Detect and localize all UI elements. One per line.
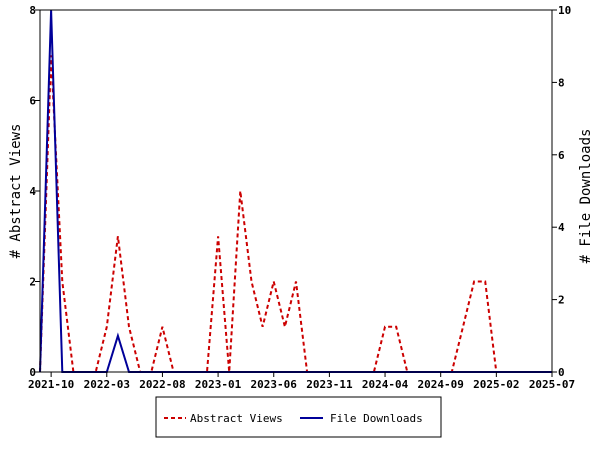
legend-box [155,396,442,438]
right-axis-tick-label: 6 [558,149,565,162]
series-line-abstract-views [39,55,552,373]
x-axis-tick-label: 2023-11 [306,378,353,391]
series-layer [39,9,552,373]
right-axis-tick-label: 10 [558,4,571,17]
left-axis-title: # Abstract Views [8,124,24,259]
x-axis-tick-label: 2025-02 [473,378,519,391]
axis-ticks [35,9,557,377]
x-axis-tick-label: 2023-01 [195,378,242,391]
right-axis-title: # File Downloads [578,129,594,264]
left-axis-tick-label: 8 [29,4,36,17]
right-axis-tick-label: 2 [558,294,565,307]
left-axis-tick-label: 6 [29,95,36,108]
left-axis-tick-label: 2 [29,276,36,289]
right-axis-tick-label: 8 [558,76,565,89]
x-axis-tick-label: 2024-09 [418,378,464,391]
left-axis-tick-labels: 0 2 4 6 8 [29,4,36,379]
x-axis-tick-label: 2024-04 [362,378,409,391]
legend-label-abstract-views: Abstract Views [190,412,283,425]
right-axis-tick-label: 0 [558,366,565,379]
x-axis-tick-label: 2022-08 [139,378,185,391]
x-axis-tick-label: 2025-07 [529,378,575,391]
plot-area-border [39,9,553,373]
right-axis-tick-labels: 0 2 4 6 8 10 [558,4,571,379]
x-axis-tick-labels: 2021-10 2022-03 2022-08 2023-01 2023-06 2023-… [28,378,575,391]
left-axis-tick-label: 0 [29,366,36,379]
x-axis-tick-label: 2021-10 [28,378,74,391]
x-axis-tick-label: 2023-06 [251,378,298,391]
legend-label-file-downloads: File Downloads [330,412,423,425]
right-axis-tick-label: 4 [558,221,565,234]
x-axis-tick-label: 2022-03 [84,378,130,391]
series-line-file-downloads [39,9,552,373]
left-axis-tick-label: 4 [29,185,36,198]
legend: Abstract Views File Downloads [155,396,442,438]
